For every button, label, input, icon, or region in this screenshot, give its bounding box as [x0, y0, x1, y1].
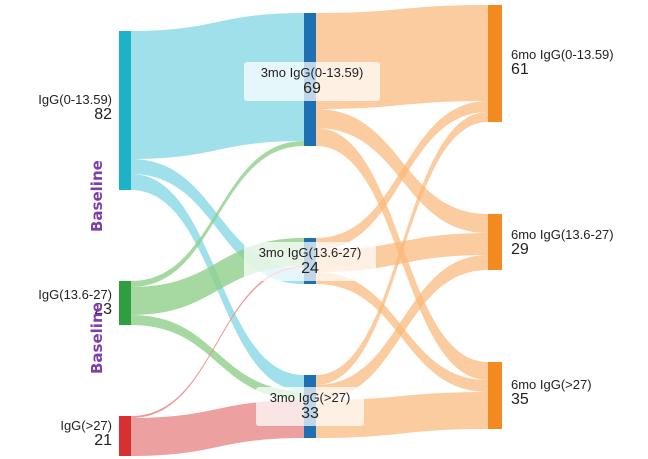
- node-label-3mo-high: 3mo IgG(>27) 33: [256, 387, 364, 426]
- node-name: IgG(0-13.59): [38, 92, 112, 107]
- axis-label-baseline-top: Baseline: [88, 160, 106, 232]
- node-label-3mo-mid: 3mo IgG(13.6-27) 24: [244, 242, 376, 281]
- node-bar-m6-low: [488, 5, 502, 122]
- link-3mo-mid-to-6mo-low: [316, 101, 488, 250]
- node-bar-b-high: [119, 416, 131, 456]
- node-name: 3mo IgG(13.6-27): [258, 245, 362, 260]
- node-value: 29: [511, 240, 529, 258]
- node-value: 33: [301, 405, 319, 422]
- link-high-to-3mo-mid: [131, 266, 304, 418]
- node-bar-b-mid: [119, 281, 131, 325]
- node-label-6mo-mid: 6mo IgG(13.6-27) 29: [511, 228, 641, 258]
- link-3mo-high-to-6mo-mid: [316, 255, 488, 400]
- node-value: 69: [303, 80, 321, 97]
- node-label-baseline-low: IgG(0-13.59) 82: [8, 93, 112, 123]
- link-low-to-3mo-mid: [131, 159, 304, 284]
- node-value: 24: [301, 260, 319, 277]
- node-value: 21: [94, 431, 112, 449]
- node-name: 6mo IgG(13.6-27): [511, 227, 614, 242]
- node-value: 82: [94, 105, 112, 123]
- axis-label-baseline-bottom: Baseline: [88, 302, 106, 374]
- node-name: 3mo IgG(>27): [269, 390, 351, 405]
- node-value: 61: [511, 60, 529, 78]
- node-label-6mo-low: 6mo IgG(0-13.59) 61: [511, 48, 641, 78]
- node-bar-m6-mid: [488, 214, 502, 270]
- node-label-baseline-mid: IgG(13.6-27) 23: [8, 288, 112, 318]
- node-name: IgG(13.6-27): [38, 287, 112, 302]
- link-low-to-3mo-low: [131, 13, 304, 159]
- node-bar-b-low: [119, 31, 131, 190]
- node-name: 6mo IgG(>27): [511, 377, 592, 392]
- node-label-3mo-low: 3mo IgG(0-13.59) 69: [244, 62, 380, 101]
- link-3mo-high-to-6mo-low: [316, 112, 488, 385]
- node-value: 23: [94, 300, 112, 318]
- node-label-6mo-high: 6mo IgG(>27) 35: [511, 378, 641, 408]
- node-name: 6mo IgG(0-13.59): [511, 47, 614, 62]
- node-label-baseline-high: IgG(>27) 21: [8, 419, 112, 449]
- link-mid-to-3mo-low: [131, 141, 304, 287]
- node-name: 3mo IgG(0-13.59): [260, 65, 364, 80]
- node-bar-m6-high: [488, 362, 502, 429]
- link-mid-to-3mo-high: [131, 315, 304, 400]
- node-value: 35: [511, 390, 529, 408]
- node-name: IgG(>27): [60, 418, 112, 433]
